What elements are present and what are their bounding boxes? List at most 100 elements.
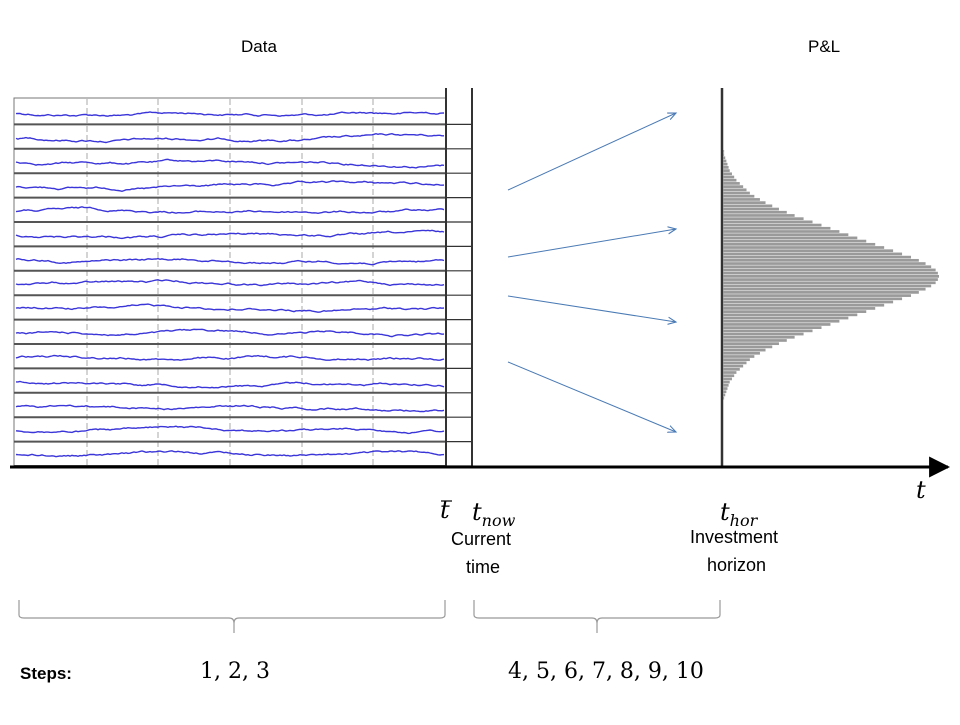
histogram-bar: [723, 185, 744, 188]
histogram-bar: [723, 374, 735, 378]
histogram-bar: [723, 175, 735, 179]
time-series-line: [15, 354, 445, 362]
investment-horizon-line1: Investment: [690, 527, 779, 547]
tnow-base: t: [472, 498, 482, 526]
current-time-line1: Current: [451, 529, 512, 549]
histogram-bar: [723, 220, 813, 224]
histogram-bar: [723, 377, 732, 381]
thor-subscript: hor: [729, 511, 758, 530]
histogram-bar: [723, 255, 912, 259]
tnow-subscript: now: [481, 511, 516, 530]
histogram-bar: [723, 188, 747, 192]
histogram-bar: [723, 300, 894, 304]
tbar-label: t: [440, 496, 450, 524]
histogram-bar: [723, 201, 766, 204]
histogram-bar: [723, 294, 912, 297]
steps-group-2: 4, 5, 6, 7, 8, 9, 10: [508, 659, 704, 684]
histogram-bar: [723, 204, 773, 208]
histogram-bar: [723, 307, 876, 310]
time-series-line: [15, 111, 445, 117]
histogram-bar: [723, 262, 926, 265]
histogram-bar: [723, 383, 729, 387]
histogram-bar: [723, 316, 849, 320]
histogram-bar: [723, 226, 831, 230]
histogram-bar: [723, 278, 938, 281]
time-series-group: [15, 111, 445, 458]
histogram-bar: [723, 178, 737, 182]
histogram-bar: [723, 339, 787, 342]
histogram-bar: [723, 351, 760, 355]
histogram-bar: [723, 367, 740, 371]
investment-horizon-line2: horizon: [707, 555, 767, 575]
data-header: Data: [241, 37, 277, 56]
histogram-bar: [723, 153, 725, 156]
projection-arrow-2: [507, 229, 676, 258]
histogram-bar: [723, 396, 725, 400]
histogram-bar: [723, 156, 726, 160]
histogram-bar: [723, 182, 740, 185]
histogram-bar: [723, 249, 894, 253]
histogram-bar: [723, 361, 747, 365]
histogram-bar: [723, 390, 727, 394]
time-series-line: [15, 180, 445, 193]
time-series-line: [15, 328, 445, 338]
histogram-bar: [723, 271, 938, 275]
histogram-bar: [723, 230, 840, 233]
time-series-line: [15, 206, 445, 215]
histogram-bar: [723, 217, 804, 221]
histogram-bar: [723, 223, 822, 227]
histogram-bar: [723, 371, 737, 374]
time-series-line: [15, 132, 444, 144]
histogram-bar: [723, 335, 795, 339]
time-series-line: [15, 279, 445, 287]
histogram-bar: [723, 380, 730, 384]
histogram-bar: [723, 275, 939, 278]
histogram-bar: [723, 162, 728, 166]
histogram-bar: [723, 172, 732, 176]
histogram-bar: [723, 210, 787, 214]
histogram-bar: [723, 198, 760, 201]
pnl-histogram: [723, 150, 939, 400]
histogram-bar: [723, 246, 885, 249]
histogram-bar: [723, 191, 750, 195]
histogram-bar: [723, 159, 727, 163]
steps-brace-2: [473, 600, 721, 633]
histogram-bar: [723, 169, 730, 172]
thor-label: thor: [720, 498, 757, 530]
histogram-bar: [723, 326, 822, 329]
time-series-line: [16, 380, 445, 389]
histogram-bar: [723, 284, 932, 288]
histogram-bar: [723, 364, 744, 368]
histogram-bar: [723, 345, 773, 349]
steps-brace-1: [18, 600, 446, 633]
steps-group-1: 1, 2, 3: [200, 659, 270, 684]
histogram-bar: [723, 252, 903, 256]
histogram-bar: [723, 313, 858, 317]
histogram-bar: [723, 281, 936, 285]
histogram-bar: [723, 214, 795, 217]
histogram-bar: [723, 268, 936, 272]
thor-base: t: [720, 498, 730, 526]
current-time-line2: time: [466, 557, 501, 577]
histogram-bar: [723, 342, 779, 346]
histogram-bar: [723, 150, 725, 153]
time-series-line: [15, 450, 445, 458]
time-axis-label: t: [916, 476, 926, 504]
histogram-bar: [723, 310, 867, 313]
time-series-line: [15, 303, 445, 313]
histogram-bar: [723, 387, 728, 390]
histogram-bar: [723, 242, 876, 246]
histogram-bar: [723, 332, 804, 336]
histogram-bar: [723, 393, 726, 397]
histogram-bar: [723, 287, 926, 291]
histogram-bar: [723, 233, 849, 237]
histogram-bar: [723, 329, 813, 333]
projection-arrow-1: [507, 113, 676, 191]
histogram-bar: [723, 323, 831, 326]
histogram-bar: [723, 355, 755, 358]
tbar-tick-marks: [446, 123, 472, 467]
histogram-bar: [723, 265, 932, 269]
projection-arrow-4: [507, 361, 676, 432]
